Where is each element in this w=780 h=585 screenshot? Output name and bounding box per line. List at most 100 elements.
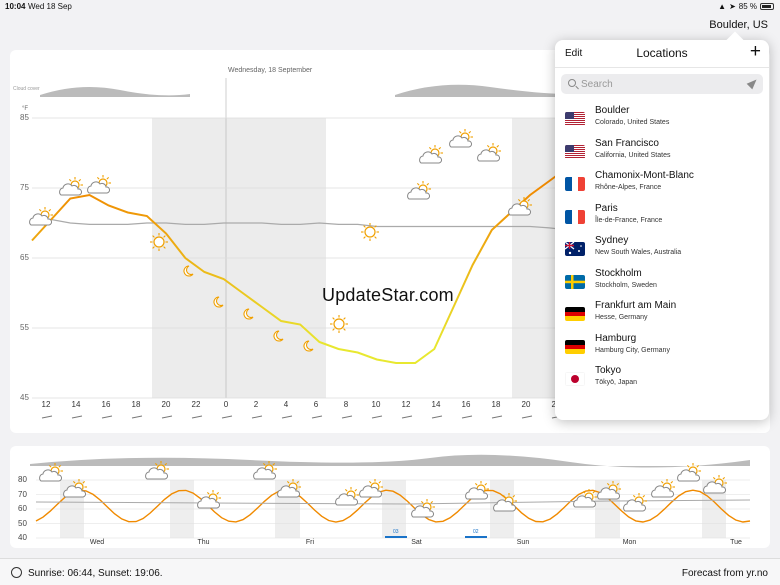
location-region: New South Wales, Australia [595,249,682,256]
location-region: Rhône-Alpes, France [595,184,662,191]
mini-day-label: Tue [730,539,742,546]
location-row-stockholm[interactable]: Stockholm Stockholm, Sweden [555,266,769,299]
x-tick-label: 20 [521,400,531,409]
flag-fr-icon [565,209,585,224]
partly-cloudy-icon [449,135,473,148]
mini-day-label: Sun [516,539,530,546]
mini-y-tick-label: 60 [18,504,27,513]
partly-cloudy-icon [359,485,383,498]
y-tick-label: 45 [20,393,29,402]
current-location-icon[interactable] [746,76,760,90]
partly-cloudy-icon [277,485,301,498]
location-list: Boulder Colorado, United States San Franci… [555,103,769,396]
mini-y-tick-label: 40 [18,533,27,542]
y-tick-label: 65 [20,253,29,262]
x-tick-label: 8 [343,400,349,409]
location-row-san-francisco[interactable]: San Francisco California, United States [555,136,769,169]
wind-arrow-icon [461,415,473,419]
partly-cloudy-icon [465,487,489,500]
flag-us-icon [565,144,585,159]
x-tick-label: 12 [41,400,51,409]
moon-icon [303,340,314,352]
wind-arrow-icon [341,415,353,419]
wind-arrow-icon [161,415,173,419]
moon-icon [243,308,254,320]
wind-arrow-icon [521,415,533,419]
partly-cloudy-icon [39,469,63,482]
location-row-hamburg[interactable]: Hamburg Hamburg City, Germany [555,331,769,364]
sun-icon [330,315,348,333]
partly-cloudy-icon [335,493,359,506]
search-bar[interactable] [561,74,763,94]
wind-arrow-icon [401,415,413,419]
flag-us-icon [565,112,585,126]
sun-times: Sunrise: 06:44, Sunset: 19:06. [28,568,163,579]
partly-cloudy-icon [29,213,53,226]
status-right: ▲ ➤ 85 % [718,2,774,11]
location-row-sydney[interactable]: Sydney New South Wales, Australia [555,233,769,266]
location-region: California, United States [595,151,671,159]
flag-jp-icon [565,372,585,386]
add-location-button[interactable]: + [749,41,761,62]
forecast-credit-link[interactable]: Forecast from yr.no [681,568,768,579]
location-region: Colorado, United States [595,119,670,126]
x-tick-label: 20 [161,400,171,409]
x-tick-label: 10 [371,400,381,409]
wifi-icon: ▲ [718,2,727,11]
moon-icon [183,265,194,277]
search-input[interactable] [581,77,741,91]
sun-icon [150,233,168,251]
location-icon: ➤ [729,2,736,11]
partly-cloudy-icon [253,467,277,480]
x-tick-label: 16 [461,400,471,409]
partly-cloudy-icon [145,467,169,480]
x-tick-label: 0 [223,400,229,409]
day-header: Wednesday, 18 September [228,67,313,74]
location-name: San Francisco [595,137,659,149]
partly-cloudy-icon [677,469,701,482]
weekly-temperature-chart: 03 02 [30,454,751,539]
flag-au-icon [565,242,585,256]
location-region: Hesse, Germany [595,314,648,321]
wind-arrow-icon [131,415,143,419]
status-time: 10:04 [5,2,26,11]
partly-cloudy-icon [597,487,621,500]
wind-arrow-icon [41,415,53,419]
precip-bar [385,536,407,538]
wind-arrow-icon [191,415,203,419]
mini-day-label: Sat [411,539,422,546]
edit-button[interactable]: Edit [565,48,583,59]
flag-se-icon [565,274,585,289]
cloud-cover-band [395,84,570,97]
location-row-tokyo[interactable]: Tokyo Tōkyō, Japan [555,363,769,396]
partly-cloudy-icon [411,505,435,518]
partly-cloudy-icon [419,151,443,164]
weekly-chart-card[interactable]: 03 02 80 70 60 50 40 Wed Thu Fri Sat Sun Mon Tue [10,446,770,548]
bottom-bar: Sunrise: 06:44, Sunset: 19:06. Forecast … [0,558,780,585]
x-tick-label: 22 [191,400,201,409]
wind-arrow-icon [431,415,443,419]
weekly-temperature-line [35,489,751,523]
location-row-boulder[interactable]: Boulder Colorado, United States [555,103,769,136]
location-name: Paris [595,202,618,214]
location-row-chamonix-mont-blanc[interactable]: Chamonix-Mont-Blanc Rhône-Alpes, France [555,168,769,201]
mini-y-tick-label: 80 [18,475,27,484]
y-unit-label: °F [22,106,29,112]
wind-arrow-icon [101,415,113,419]
partly-cloudy-icon [59,183,83,196]
weekly-feels-like-line [35,499,751,505]
location-name: Chamonix-Mont-Blanc [595,170,694,181]
battery-icon [760,3,774,10]
partly-cloudy-icon [63,485,87,498]
status-bar: 10:04 Wed 18 Sep ▲ ➤ 85 % [0,0,780,14]
mini-y-tick-label: 70 [18,489,27,499]
moon-icon [213,296,224,308]
location-region: Île-de-France, France [595,216,663,224]
cloud-cover-band [30,454,750,468]
x-tick-label: 2 [253,400,259,409]
location-row-frankfurt-am-main[interactable]: Frankfurt am Main Hesse, Germany [555,298,769,331]
location-title-button[interactable]: Boulder, US [709,19,768,31]
location-row-paris[interactable]: Paris Île-de-France, France [555,201,769,234]
location-region: Tōkyō, Japan [595,379,638,386]
x-tick-label: 14 [71,400,81,409]
